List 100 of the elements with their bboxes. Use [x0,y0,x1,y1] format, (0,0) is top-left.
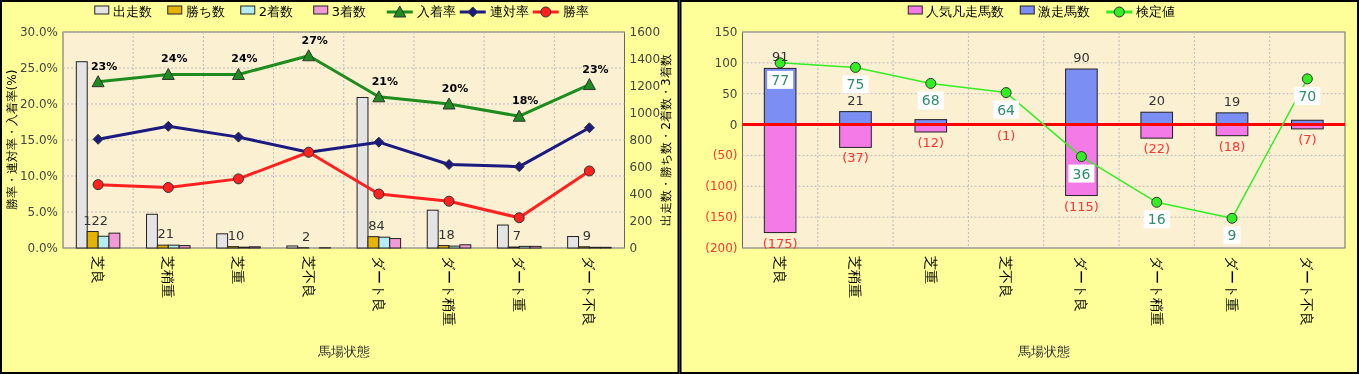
point [583,122,595,134]
data-label: 9 [582,227,592,243]
x-tick-label: ダート稍重 [441,256,458,326]
y-tick-label: 5.0% [27,205,58,219]
point [442,97,456,110]
legend-label: 入着率 [416,4,456,19]
y-tick-label: 20.0% [19,97,58,111]
x-tick-label: ダート重 [1224,256,1241,312]
y2-tick-label: 400 [629,187,653,201]
data-label: 27% [301,33,328,47]
point [232,173,244,185]
point [92,133,104,145]
y2-tick-label: 1000 [629,106,661,120]
data-label: 75 [846,76,865,93]
legend-label: 勝ち数 [185,4,225,19]
data-label: (115) [1063,198,1099,214]
x-tick-label: 芝重 [230,256,247,284]
bar [763,124,797,234]
x-tick-label: 芝稍重 [847,256,864,298]
x-tick-label: 芝不良 [300,256,317,298]
x-tick-label: 芝重 [922,256,939,284]
data-label: (1) [996,128,1016,144]
point [925,77,937,89]
point [91,75,105,88]
point [373,188,385,200]
legend-label: 人気凡走馬数 [926,4,1005,19]
point [443,158,455,170]
bar [839,124,872,148]
data-label: 20 [1148,93,1165,109]
data-label: 24% [161,52,188,66]
point [1226,212,1238,224]
data-label: 18 [438,226,455,242]
data-label: (12) [917,134,945,150]
y-tick-label: 0.0% [27,241,58,255]
x-tick-label: ダート稍重 [1148,256,1165,326]
legend-label: 勝率 [562,4,589,19]
y2-tick-label: 1400 [629,52,661,66]
y2-tick-label: 1200 [629,79,661,93]
point [302,49,316,62]
point [583,165,595,177]
bar [1065,68,1098,126]
data-label: 20% [441,82,469,95]
data-label: 70 [1298,87,1317,104]
bar [1140,124,1174,139]
y2-tick-label: 800 [629,133,653,147]
y-axis-title: 勝率・連対率・入着率(%) [5,69,19,211]
y2-tick-label: 0 [629,241,638,255]
y-tick-label: 100 [714,55,738,70]
x-tick-label: ダート良 [370,256,387,312]
y2-tick-label: 200 [629,214,653,228]
y-tick-label: (150) [705,210,738,225]
x-tick-label: 芝良 [772,256,789,284]
point [443,195,455,207]
legend-label: 激走馬数 [1038,4,1091,19]
x-tick-label: ダート不良 [581,256,598,326]
x-tick-label: ダート不良 [1299,256,1316,326]
x-axis-title: 馬場状態 [1016,344,1070,359]
data-label: (22) [1143,141,1171,157]
data-label: 21 [847,92,864,108]
data-label: 36 [1072,165,1091,182]
data-label: 77 [771,71,790,88]
x-tick-label: ダート良 [1073,256,1090,312]
y-tick-label: 10.0% [19,169,58,183]
legend-label: 検定値 [1136,4,1176,19]
data-label: (18) [1218,138,1246,154]
legend-label: 出走数 [112,4,152,19]
data-label: 2 [302,228,311,244]
data-label: 23% [582,62,609,76]
y2-tick-label: 1600 [629,25,661,39]
data-label: 16 [1147,211,1166,228]
data-label: (7) [1298,131,1317,147]
point [162,120,174,132]
data-label: (37) [842,150,869,166]
y-tick-label: 150 [714,25,738,39]
point [1301,73,1313,85]
x-tick-label: 芝不良 [998,256,1015,298]
point [373,136,385,148]
point [161,67,175,80]
data-label: 68 [921,92,940,109]
data-label: (175) [762,235,798,251]
data-label: 90 [1073,50,1090,66]
x-axis-title: 馬場状態 [316,344,370,359]
y2-tick-label: 600 [629,160,653,174]
data-label: 19 [1223,93,1241,109]
point [92,179,104,191]
data-label: 24% [231,52,258,66]
data-label: 18% [512,94,539,108]
data-label: 23% [90,59,118,73]
y-tick-label: 50 [722,86,738,101]
y-tick-label: (200) [705,241,738,255]
point [1151,196,1163,208]
point [512,109,526,122]
data-label: 64 [997,101,1016,118]
x-tick-label: ダート重 [511,256,528,312]
y-tick-label: (100) [705,179,738,194]
data-label: 9 [1227,227,1237,244]
data-label: 10 [227,227,245,243]
legend-label: 2着数 [258,4,294,19]
y-tick-label: (50) [712,148,738,163]
point [232,131,244,143]
